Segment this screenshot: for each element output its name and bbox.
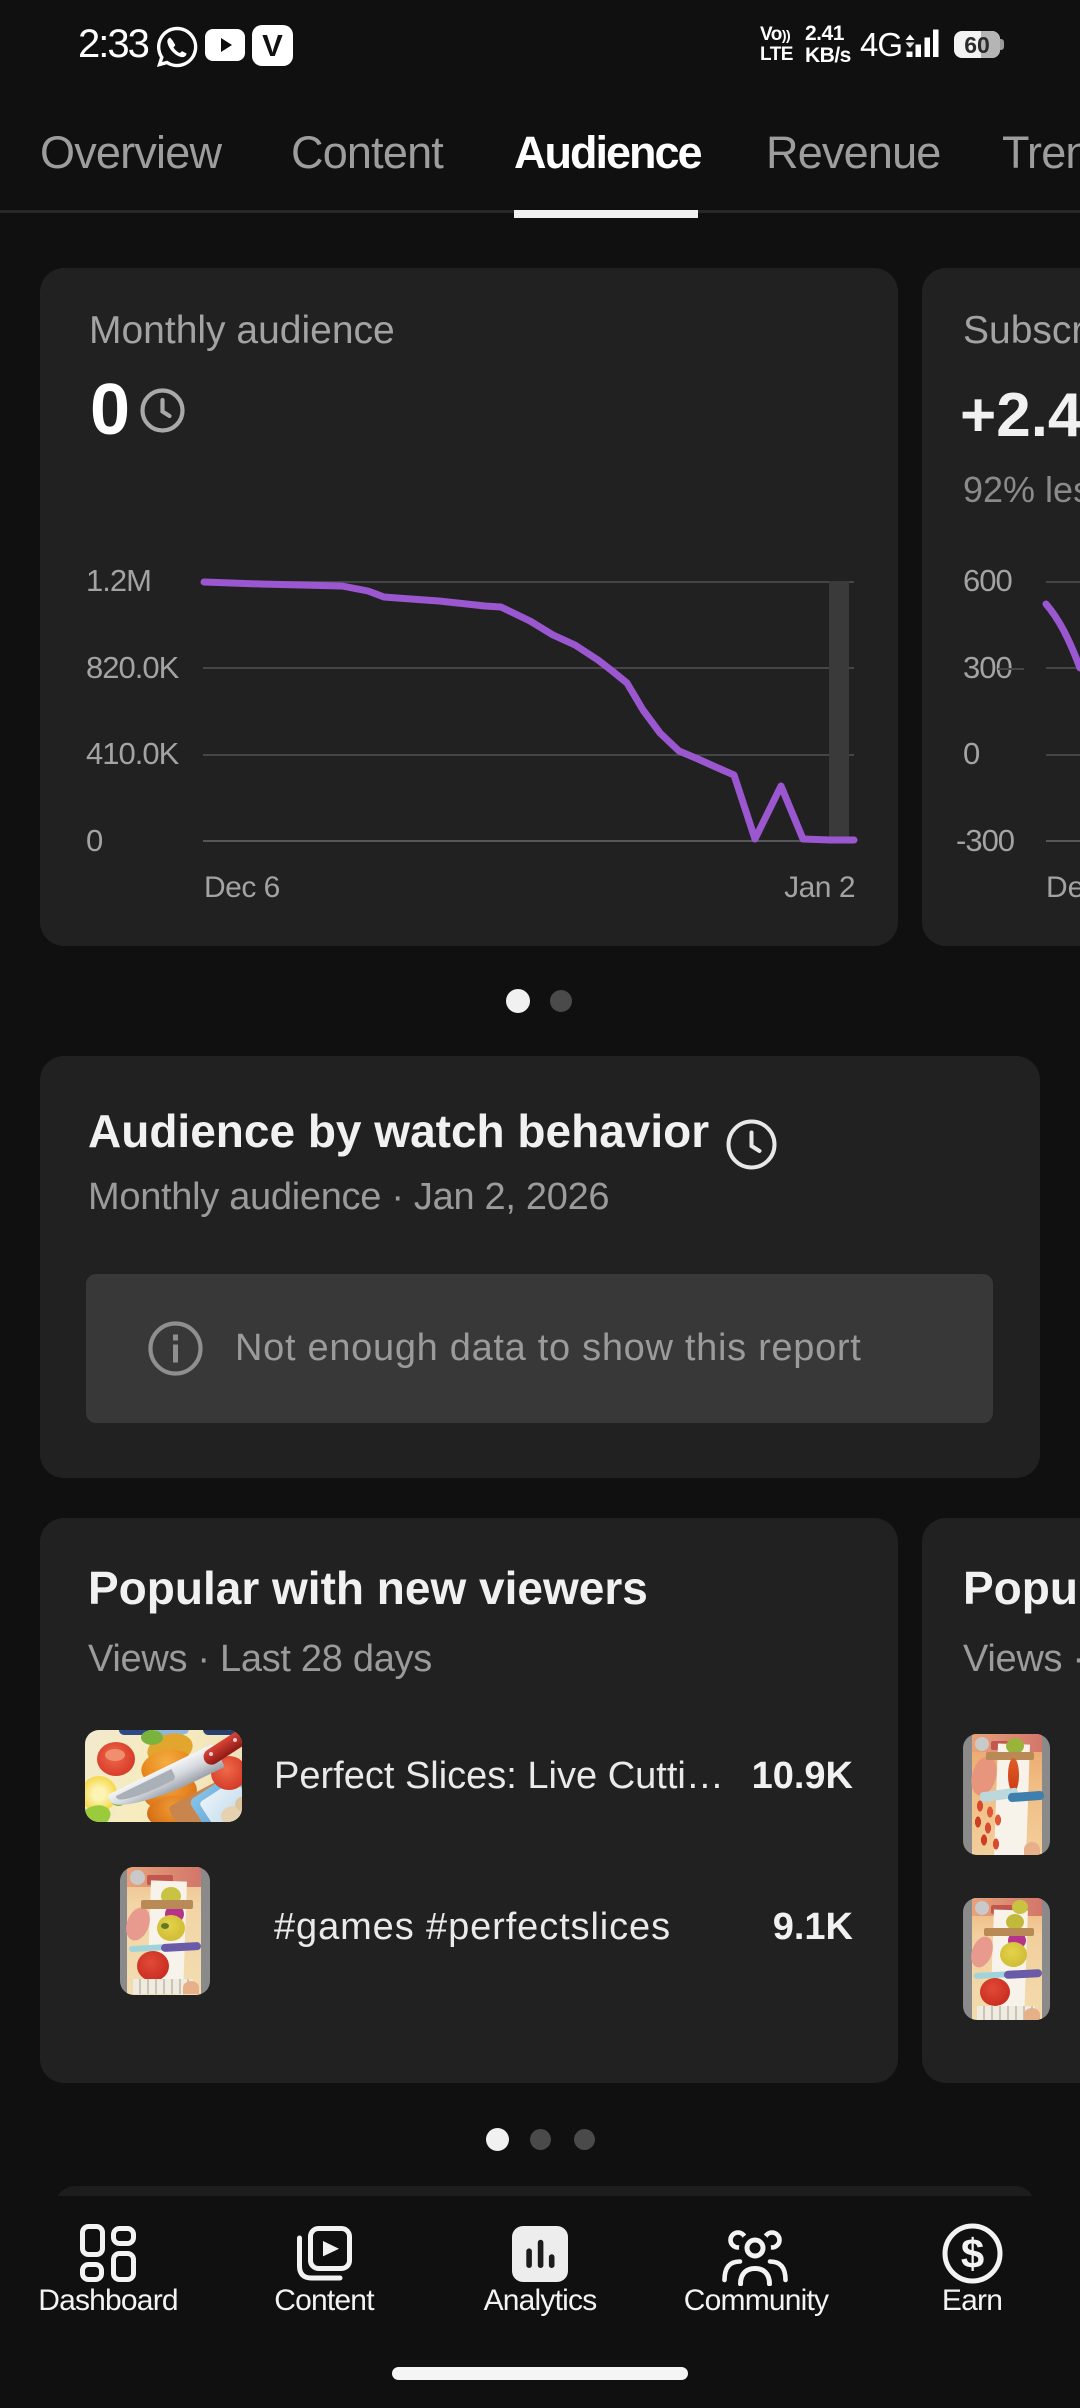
svg-text:$: $ [961, 2230, 984, 2277]
